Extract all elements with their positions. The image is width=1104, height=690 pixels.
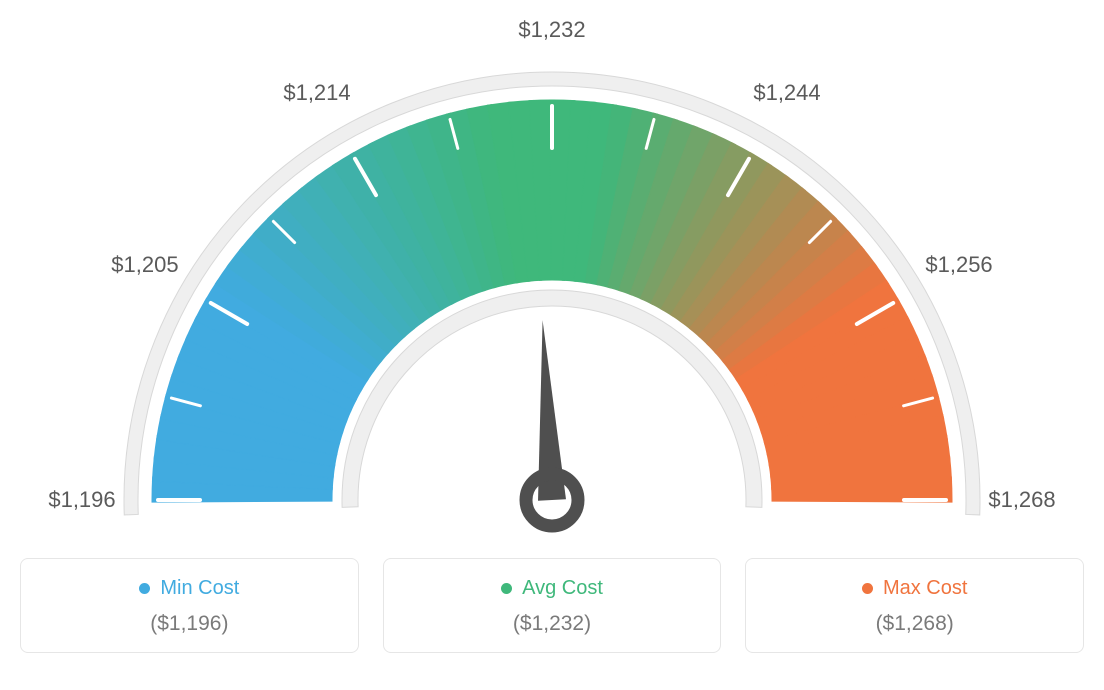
gauge-svg [20,20,1084,540]
gauge-tick-label: $1,256 [925,252,992,278]
avg-cost-card: Avg Cost ($1,232) [383,558,722,653]
gauge-tick-label: $1,196 [48,487,115,513]
gauge-tick-label: $1,244 [753,80,820,106]
cost-cards-row: Min Cost ($1,196) Avg Cost ($1,232) Max … [20,558,1084,653]
max-cost-value: ($1,268) [760,612,1069,636]
min-cost-title-row: Min Cost [35,577,344,600]
max-cost-title: Max Cost [883,577,967,600]
avg-cost-title: Avg Cost [522,577,603,600]
gauge-tick-label: $1,205 [111,252,178,278]
gauge-tick-label: $1,214 [283,80,350,106]
min-cost-dot-icon [139,583,150,594]
avg-cost-title-row: Avg Cost [398,577,707,600]
min-cost-value: ($1,196) [35,612,344,636]
gauge-tick-label: $1,268 [988,487,1055,513]
avg-cost-dot-icon [501,583,512,594]
max-cost-title-row: Max Cost [760,577,1069,600]
min-cost-title: Min Cost [160,577,239,600]
gauge-tick-label: $1,232 [518,17,585,43]
max-cost-card: Max Cost ($1,268) [745,558,1084,653]
max-cost-dot-icon [862,583,873,594]
min-cost-card: Min Cost ($1,196) [20,558,359,653]
avg-cost-value: ($1,232) [398,612,707,636]
gauge-container: $1,196 $1,205 $1,214 $1,232 $1,244 $1,256 $1,2… [20,20,1084,540]
